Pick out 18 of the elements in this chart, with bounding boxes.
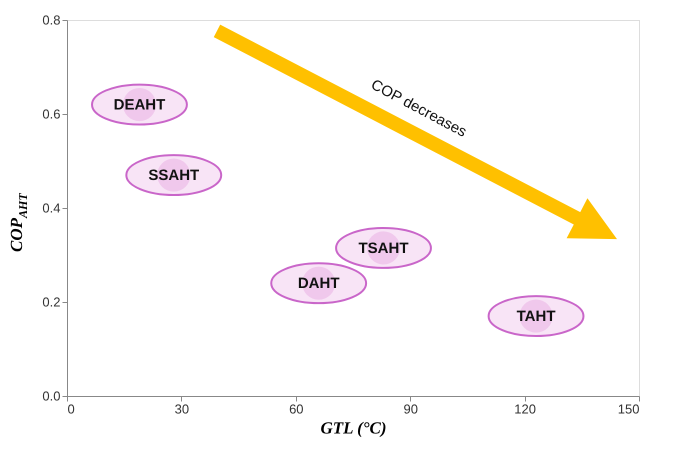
x-tick-label: 150 (618, 402, 640, 416)
annotation: SSAHT (148, 167, 200, 184)
y-tick-label: 0.4 (42, 200, 60, 216)
y-tick-label: 0.6 (42, 106, 60, 122)
y-tick-label: 0.2 (42, 294, 60, 310)
x-tick-label: 0 (68, 402, 75, 416)
x-tick-label: 120 (514, 402, 536, 416)
annotation: TSAHT (358, 240, 409, 257)
annotation: DAHT (298, 275, 340, 292)
x-tick-label: 90 (403, 402, 418, 416)
y-axis-title: COPAHT (7, 192, 30, 252)
annotation: DEAHT (114, 96, 166, 114)
y-tick-label: 0.0 (42, 388, 60, 404)
x-axis-title: GTL (°C) (320, 418, 387, 438)
annotation: TAHT (516, 308, 556, 326)
x-tick-label: 30 (174, 402, 190, 416)
y-tick-label: 0.8 (42, 12, 60, 28)
x-tick-label: 60 (289, 402, 304, 416)
